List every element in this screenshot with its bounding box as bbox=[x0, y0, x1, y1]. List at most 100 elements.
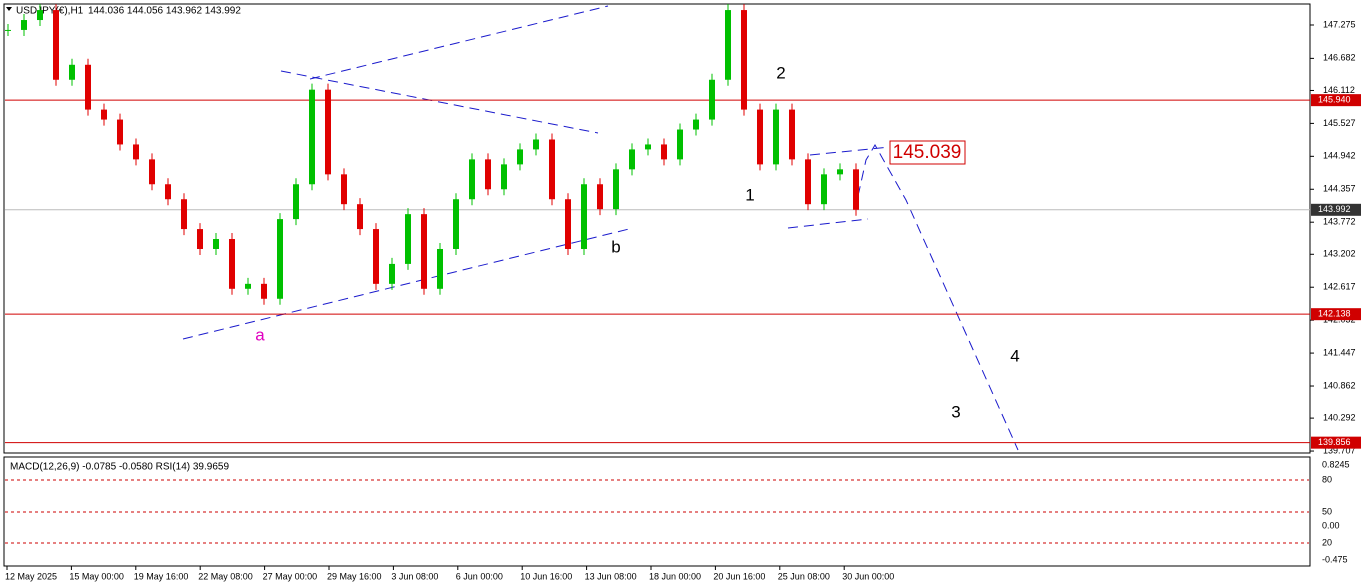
x-tick-label: 30 Jun 00:00 bbox=[842, 571, 894, 581]
menu-arrow bbox=[6, 7, 12, 11]
level-box bbox=[1311, 308, 1361, 321]
x-tick-label: 29 May 16:00 bbox=[327, 571, 382, 581]
candle bbox=[773, 109, 779, 165]
x-tick-label: 18 Jun 00:00 bbox=[649, 571, 701, 581]
y-tick-label: 140.292 bbox=[1323, 412, 1356, 422]
indicator-tick-label: 0.00 bbox=[1322, 520, 1340, 530]
candle bbox=[277, 219, 283, 299]
price-pane bbox=[3, 3, 1311, 454]
candle bbox=[197, 229, 203, 249]
candle bbox=[837, 169, 843, 175]
indicator-header: MACD(12,26,9) -0.0785 -0.0580 RSI(14) 39… bbox=[10, 462, 229, 473]
candle bbox=[437, 248, 443, 289]
candle bbox=[149, 159, 155, 185]
candle bbox=[37, 10, 43, 21]
level-label: 139.856 bbox=[1318, 437, 1351, 447]
y-tick-label: 146.682 bbox=[1323, 53, 1356, 63]
wave-label: b bbox=[611, 237, 620, 256]
candle bbox=[261, 283, 267, 299]
candle bbox=[85, 64, 91, 110]
candle bbox=[421, 214, 427, 289]
y-tick-label: 142.617 bbox=[1323, 282, 1356, 292]
candle bbox=[661, 144, 667, 160]
candle bbox=[341, 174, 347, 205]
y-tick-label: 143.202 bbox=[1323, 249, 1356, 259]
candle bbox=[629, 149, 635, 170]
y-tick-label: 144.942 bbox=[1323, 151, 1356, 161]
candle bbox=[389, 263, 395, 284]
indicator-tick-label: 50 bbox=[1322, 506, 1332, 516]
x-tick-label: 12 May 2025 bbox=[5, 571, 57, 581]
candle bbox=[453, 199, 459, 249]
candle bbox=[21, 20, 27, 30]
wave-label: 2 bbox=[776, 63, 785, 82]
candle bbox=[757, 109, 763, 165]
y-tick-label: 139.707 bbox=[1323, 445, 1356, 455]
candle bbox=[549, 139, 555, 200]
level-label: 143.992 bbox=[1318, 204, 1351, 214]
indicator-tick-label: 0.8245 bbox=[1322, 459, 1350, 469]
candle bbox=[309, 89, 315, 185]
candle bbox=[693, 119, 699, 130]
candle bbox=[613, 169, 619, 210]
candle bbox=[581, 184, 587, 249]
candle bbox=[469, 159, 475, 200]
wave-label: 1 bbox=[745, 185, 754, 204]
candle bbox=[485, 159, 491, 190]
candle bbox=[565, 199, 571, 249]
candle bbox=[245, 283, 251, 289]
y-tick-label: 141.447 bbox=[1323, 347, 1356, 357]
candle bbox=[101, 109, 107, 120]
target-box bbox=[889, 140, 966, 165]
level-label: 142.138 bbox=[1318, 309, 1351, 319]
y-tick-label: 143.772 bbox=[1323, 217, 1356, 227]
x-tick-label: 22 May 08:00 bbox=[198, 571, 253, 581]
indicator-tick-label: 80 bbox=[1322, 474, 1332, 484]
x-tick-label: 13 Jun 08:00 bbox=[585, 571, 637, 581]
candle bbox=[805, 159, 811, 205]
y-tick-label: 147.275 bbox=[1323, 19, 1356, 29]
candle bbox=[133, 144, 139, 160]
candle bbox=[597, 184, 603, 210]
x-tick-label: 15 May 00:00 bbox=[69, 571, 124, 581]
indicator-tick-label: 20 bbox=[1322, 537, 1332, 547]
x-tick-label: 20 Jun 16:00 bbox=[713, 571, 765, 581]
candle bbox=[229, 239, 235, 289]
x-tick-label: 19 May 16:00 bbox=[134, 571, 189, 581]
candle bbox=[517, 149, 523, 165]
level-box bbox=[1311, 94, 1361, 107]
level-label: 145.940 bbox=[1318, 95, 1351, 105]
candle bbox=[821, 174, 827, 205]
candle bbox=[293, 184, 299, 220]
wave-label: 3 bbox=[951, 402, 960, 421]
candle bbox=[53, 10, 59, 80]
x-tick-label: 10 Jun 16:00 bbox=[520, 571, 572, 581]
y-tick-label: 145.527 bbox=[1323, 118, 1356, 128]
candle bbox=[373, 229, 379, 284]
x-tick-label: 27 May 00:00 bbox=[263, 571, 318, 581]
candle bbox=[325, 89, 331, 175]
candle bbox=[165, 184, 171, 200]
ohlc: 144.036 144.056 143.962 143.992 bbox=[88, 6, 241, 17]
candle bbox=[117, 119, 123, 145]
candle bbox=[709, 79, 715, 120]
x-tick-label: 25 Jun 08:00 bbox=[778, 571, 830, 581]
candle bbox=[853, 169, 859, 210]
indicator-tick-label: -0.475 bbox=[1322, 554, 1348, 564]
level-box bbox=[1311, 436, 1361, 449]
y-tick-label: 146.112 bbox=[1323, 85, 1355, 95]
candle bbox=[5, 29, 11, 31]
candle bbox=[357, 204, 363, 230]
candle bbox=[181, 199, 187, 230]
candle bbox=[677, 129, 683, 160]
x-tick-label: 6 Jun 00:00 bbox=[456, 571, 503, 581]
trend-lines bbox=[182, 5, 1019, 451]
y-tick-label: 140.862 bbox=[1323, 380, 1356, 390]
candle bbox=[725, 10, 731, 80]
candle bbox=[405, 214, 411, 264]
y-tick-label: 144.357 bbox=[1323, 184, 1356, 194]
candle bbox=[501, 164, 507, 190]
wave-label: a bbox=[255, 325, 265, 344]
candle bbox=[741, 10, 747, 110]
